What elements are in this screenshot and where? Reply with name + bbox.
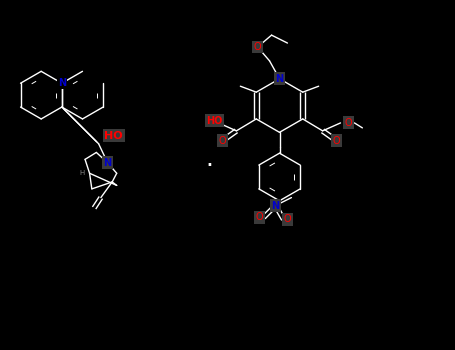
Text: O: O [219,136,226,146]
Text: O: O [344,118,352,128]
Text: H: H [79,170,84,176]
Text: O: O [333,136,340,146]
Text: HO: HO [206,116,222,126]
Text: N: N [58,78,66,88]
Text: HO: HO [104,131,123,141]
Text: N: N [272,201,279,211]
Text: N: N [275,74,283,84]
Text: ·: · [205,154,213,178]
Text: O: O [254,42,262,52]
Text: N: N [104,158,112,168]
Text: O: O [256,212,263,223]
Text: O: O [283,215,291,224]
